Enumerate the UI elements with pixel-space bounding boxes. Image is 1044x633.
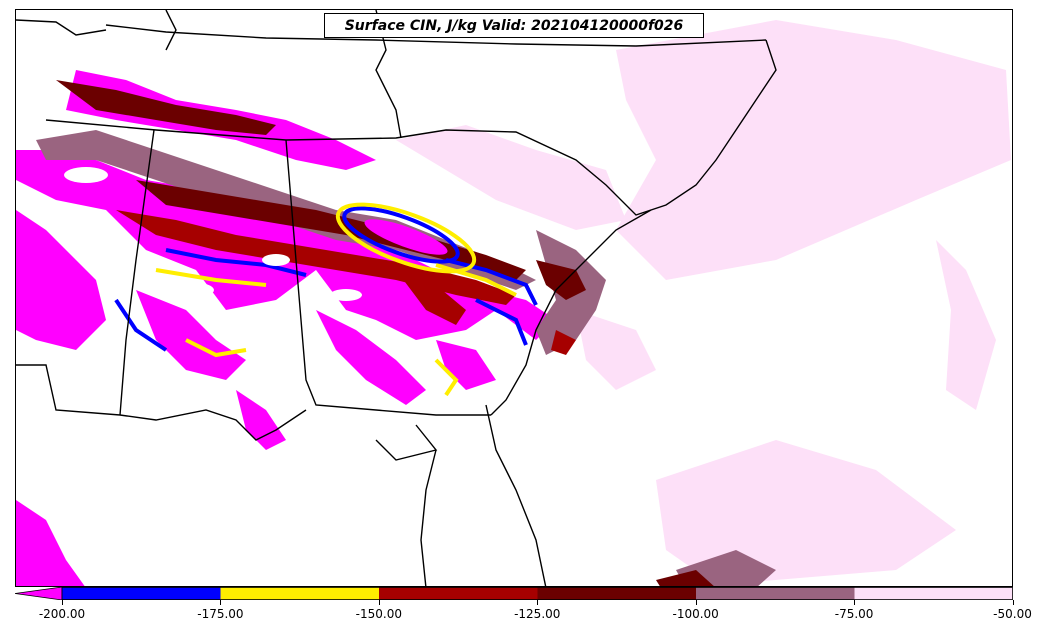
colorbar-segment: [379, 587, 538, 600]
colorbar-tick-label: -100.00: [672, 607, 719, 621]
colorbar-segment: [537, 587, 696, 600]
cin-map: [16, 10, 1011, 586]
cin-band-pink: [396, 20, 1011, 585]
boundaries: [16, 10, 777, 586]
colorbar-tick: [1012, 600, 1014, 605]
colorbar-tick-label: -175.00: [197, 607, 244, 621]
cin-band-darkred: [56, 80, 714, 586]
colorbar-tick-label: -50.00: [993, 607, 1032, 621]
colorbar-tick-label: -75.00: [834, 607, 874, 621]
cin-holes: [64, 167, 502, 336]
colorbar-segment: [696, 587, 855, 600]
colorbar-segment: [62, 587, 221, 600]
colorbar-extend-min: [15, 587, 63, 600]
colorbar-tick: [854, 600, 856, 605]
colorbar-segment: [854, 587, 1013, 600]
colorbar-segment: [220, 587, 379, 600]
colorbar-tick: [62, 600, 63, 605]
map-title: Surface CIN, J/kg Valid: 202104120000f02…: [324, 13, 704, 38]
colorbar-outline: [61, 587, 1013, 600]
colorbar-tick: [378, 600, 380, 605]
map-panel: [15, 9, 1013, 587]
colorbar-tick-label: -150.00: [355, 607, 402, 621]
colorbar-tick-label: -125.00: [514, 607, 561, 621]
cin-band-blue: [114, 206, 538, 352]
colorbar-tick: [537, 600, 539, 605]
cin-band-red: [116, 210, 576, 355]
colorbar-tick: [695, 600, 697, 605]
cin-band-yellow: [155, 202, 517, 397]
colorbar: [15, 587, 1013, 600]
colorbar-tick-label: -200.00: [38, 607, 86, 621]
colorbar-tick: [220, 600, 222, 605]
